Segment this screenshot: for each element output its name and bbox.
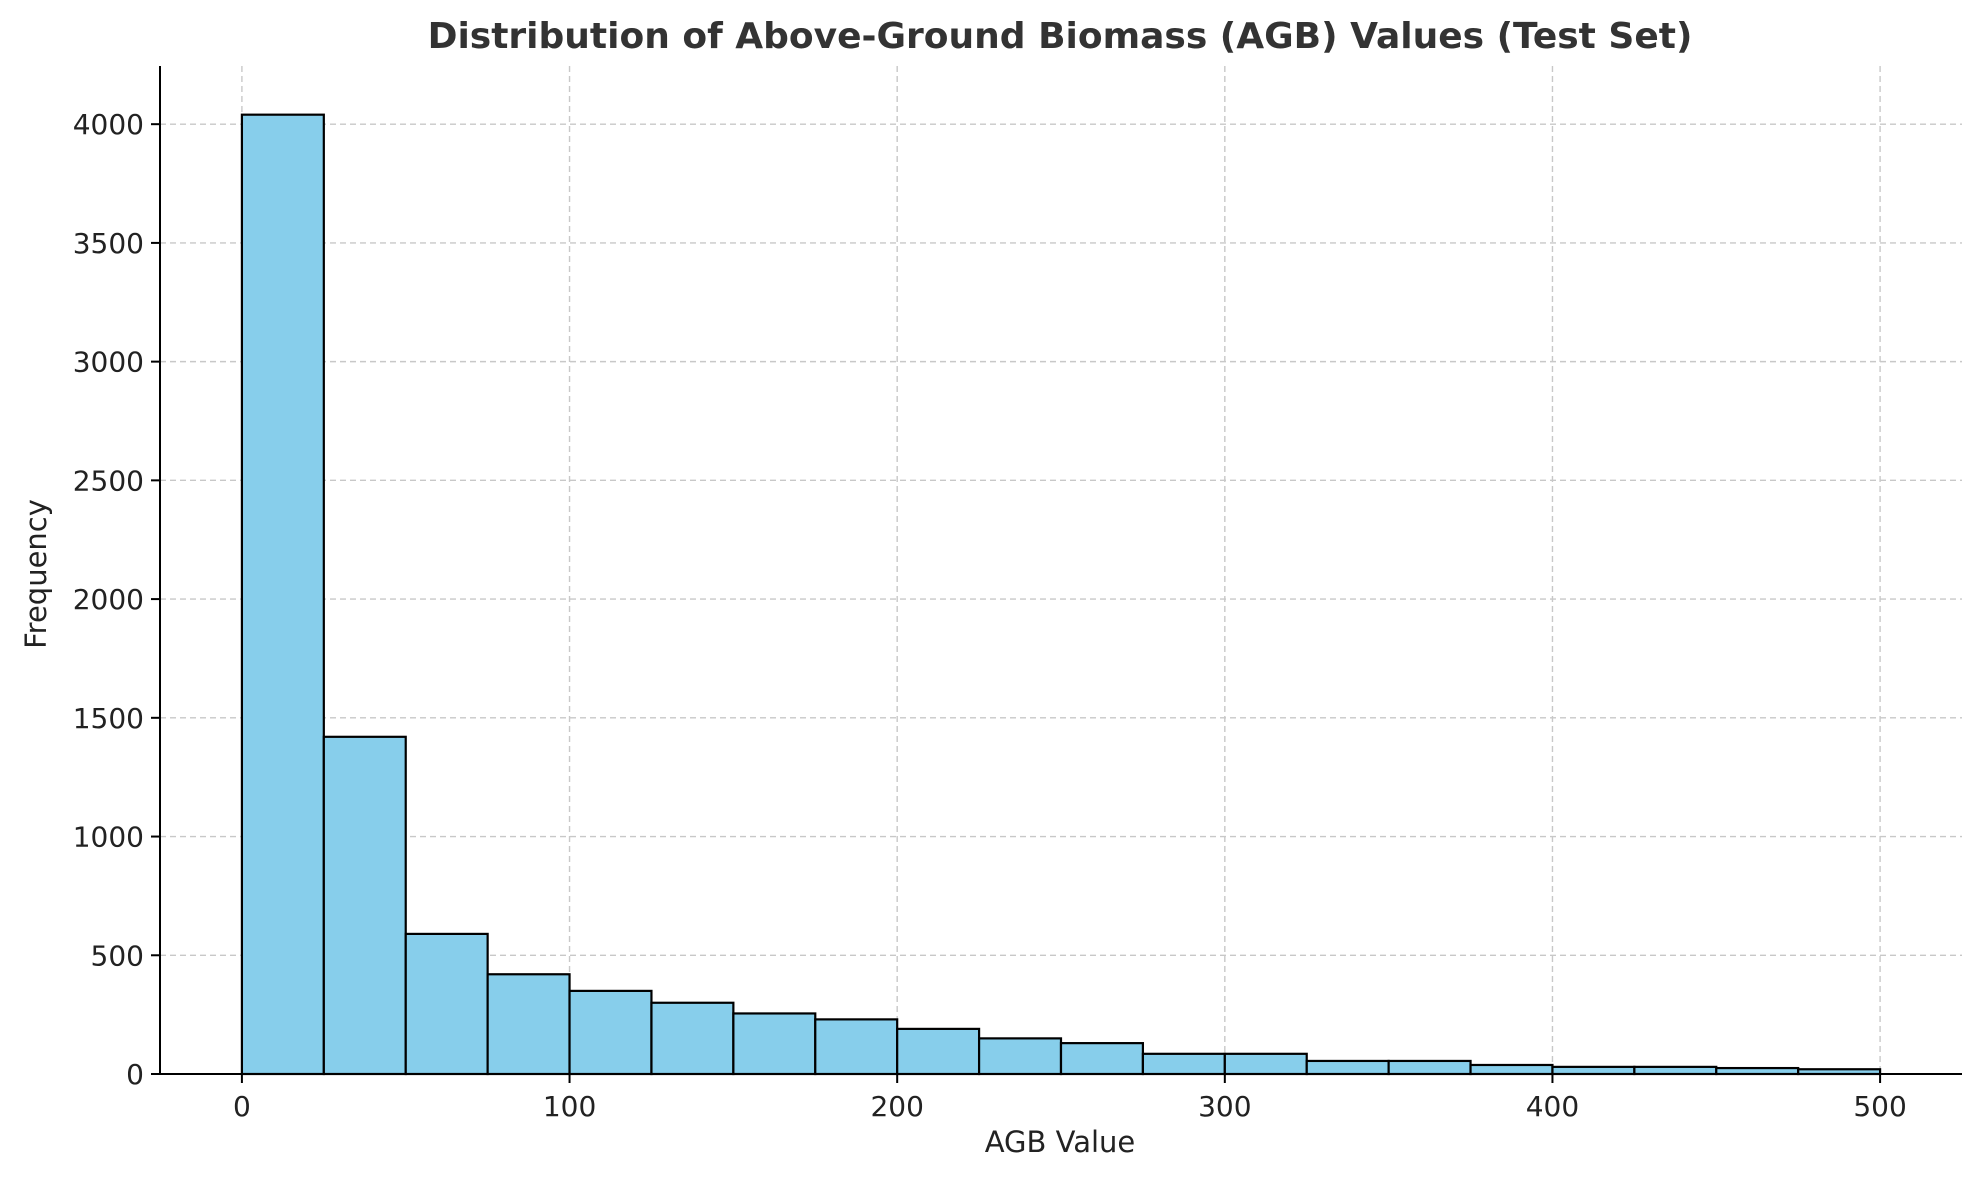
histogram-bar-100-125 xyxy=(568,989,653,1076)
x-tick-label-100: 100 xyxy=(543,1090,596,1123)
grid-layer xyxy=(160,66,1962,1075)
histogram-bar-375-400 xyxy=(1469,1063,1554,1076)
y-tick-label-3000: 3000 xyxy=(73,346,144,379)
histogram-bar-175-200 xyxy=(814,1018,899,1076)
ticks-layer: 0 100 200 300 400 500 0 500 1000 1500 2000 2500 3000… xyxy=(73,108,1907,1123)
y-tick-label-4000: 4000 xyxy=(73,108,144,141)
y-tick-label-0: 0 xyxy=(126,1058,144,1091)
y-tick-label-2000: 2000 xyxy=(73,583,144,616)
histogram-bar-125-150 xyxy=(650,1001,735,1076)
histogram-bar-350-375 xyxy=(1387,1059,1472,1076)
x-axis-label: AGB Value xyxy=(985,1125,1136,1159)
histogram-bar-275-300 xyxy=(1141,1052,1226,1076)
histogram-bar-150-175 xyxy=(732,1012,817,1076)
histogram-bar-400-425 xyxy=(1551,1065,1636,1076)
x-tick-label-500: 500 xyxy=(1853,1090,1906,1123)
x-tick-label-0: 0 xyxy=(233,1090,251,1123)
y-tick-label-1500: 1500 xyxy=(73,702,144,735)
histogram-bar-25-50 xyxy=(322,735,407,1076)
x-tick-label-300: 300 xyxy=(1198,1090,1251,1123)
y-tick-label-500: 500 xyxy=(91,939,144,972)
chart-title: Distribution of Above-Ground Biomass (AG… xyxy=(428,16,1693,57)
histogram-bar-425-450 xyxy=(1633,1065,1718,1076)
histogram-bar-50-75 xyxy=(404,932,489,1076)
bars-layer xyxy=(240,113,1882,1076)
histogram-bar-225-250 xyxy=(977,1037,1063,1076)
histogram-bar-0-25 xyxy=(240,113,325,1076)
axes-layer xyxy=(159,66,1962,1075)
y-tick-label-1000: 1000 xyxy=(73,821,144,854)
histogram-bar-325-350 xyxy=(1305,1059,1390,1076)
x-tick-label-400: 400 xyxy=(1526,1090,1579,1123)
histogram-bar-250-275 xyxy=(1059,1042,1145,1076)
y-tick-label-2500: 2500 xyxy=(73,464,144,497)
x-tick-label-200: 200 xyxy=(870,1090,923,1123)
y-tick-label-3500: 3500 xyxy=(73,227,144,260)
y-axis-label: Frequency xyxy=(19,499,53,649)
histogram-bar-200-225 xyxy=(896,1027,981,1076)
histogram-bar-300-325 xyxy=(1223,1052,1308,1076)
histogram-bar-75-100 xyxy=(486,973,571,1076)
